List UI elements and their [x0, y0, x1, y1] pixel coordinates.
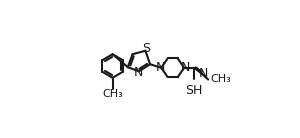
Text: N: N	[180, 61, 190, 74]
Text: N: N	[198, 67, 208, 79]
Text: N: N	[156, 61, 165, 74]
Text: S: S	[142, 43, 151, 55]
Text: CH₃: CH₃	[210, 75, 231, 84]
Text: N: N	[134, 66, 143, 79]
Text: SH: SH	[185, 84, 203, 97]
Text: CH₃: CH₃	[102, 89, 123, 99]
